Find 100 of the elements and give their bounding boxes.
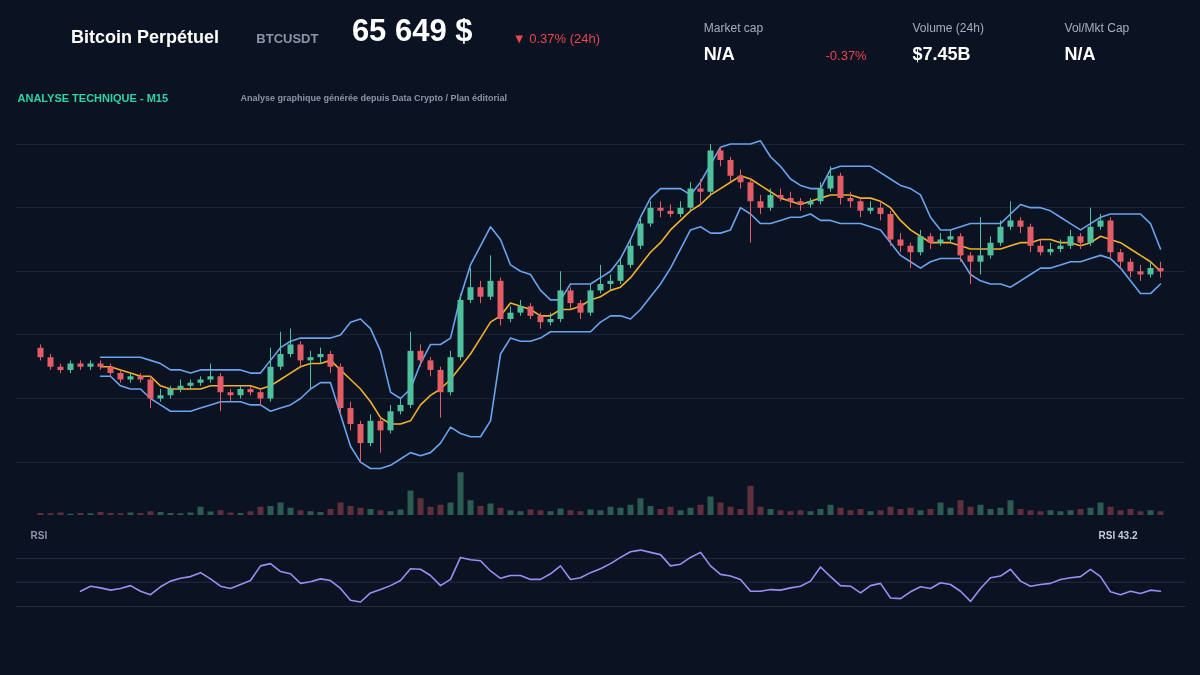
bar (57, 512, 64, 515)
bar (807, 511, 814, 515)
bar (397, 509, 404, 515)
bar (627, 504, 634, 515)
bar (437, 504, 444, 515)
bar (307, 511, 314, 515)
bar (737, 509, 744, 515)
bar (657, 509, 664, 515)
bar (837, 507, 844, 515)
bar (647, 505, 654, 515)
bar (37, 512, 44, 515)
bar (1127, 509, 1134, 515)
candlestick (997, 219, 1004, 247)
bar (667, 506, 674, 515)
candlestick (647, 200, 654, 228)
candlestick (717, 146, 724, 167)
bar (977, 504, 984, 515)
bar (217, 510, 224, 515)
bar (957, 500, 964, 515)
bar (367, 509, 374, 515)
bar (267, 505, 274, 515)
candlestick (277, 331, 284, 371)
bar (717, 502, 724, 515)
bar (757, 506, 764, 515)
candlestick (857, 197, 864, 218)
candlestick (387, 404, 394, 435)
bar (967, 506, 974, 515)
text: $7.45B (912, 43, 971, 64)
candlestick (747, 178, 754, 244)
bar (1067, 510, 1074, 515)
candlestick (837, 172, 844, 205)
bar (907, 507, 914, 515)
bar (457, 472, 464, 515)
candlestick (917, 229, 924, 256)
bar (1117, 510, 1124, 515)
candlestick (727, 156, 734, 183)
bar (867, 511, 874, 515)
bar (697, 504, 704, 515)
bar (997, 507, 1004, 515)
candlestick (577, 299, 584, 320)
bar (327, 509, 334, 515)
candlestick (347, 401, 354, 431)
candlestick (327, 350, 334, 374)
bar (947, 507, 954, 515)
bar (197, 506, 204, 515)
candlestick (1027, 223, 1034, 253)
candlestick (897, 232, 904, 253)
candlestick (977, 216, 984, 275)
bar (1037, 511, 1044, 515)
bar (607, 506, 614, 515)
bar (597, 510, 604, 515)
candlestick (597, 264, 604, 295)
candlestick (1087, 207, 1094, 247)
bar (467, 500, 474, 515)
bar (847, 510, 854, 515)
bar (447, 502, 454, 515)
candlestick (697, 178, 704, 205)
bar (577, 511, 584, 515)
bar (897, 509, 904, 515)
bar (877, 510, 884, 515)
candlestick (367, 413, 374, 447)
bar (727, 506, 734, 515)
bar (407, 490, 414, 515)
bar (887, 506, 894, 515)
candlestick (567, 286, 574, 310)
candlestick (637, 216, 644, 250)
candlestick (147, 375, 154, 409)
bar (917, 510, 924, 515)
text: Volume (24h) (912, 20, 984, 35)
candlestick (687, 181, 694, 212)
text: Vol/Mkt Cap (1064, 20, 1130, 35)
bar (1137, 511, 1144, 515)
candlestick (307, 350, 314, 390)
bar (687, 507, 694, 515)
bar (277, 502, 284, 515)
candlestick (967, 251, 974, 285)
candlestick (817, 181, 824, 205)
bar (617, 507, 624, 515)
candlestick (1007, 200, 1014, 231)
bar (567, 510, 574, 515)
candlestick (357, 420, 364, 463)
candlestick (767, 188, 774, 212)
bar (417, 498, 424, 515)
bar (377, 510, 384, 515)
bar (347, 505, 354, 515)
candlestick (957, 232, 964, 263)
bar (1017, 509, 1024, 515)
text: ▼ 0.37% (24h) (512, 31, 601, 46)
bar (537, 510, 544, 515)
candlestick (757, 194, 764, 215)
candlestick (1127, 258, 1134, 279)
text: N/A (703, 43, 735, 64)
bar (157, 512, 164, 515)
bar (857, 509, 864, 515)
bar (167, 512, 174, 515)
bar (1147, 510, 1154, 515)
candlestick (477, 280, 484, 304)
candlestick (377, 417, 384, 454)
bar (1087, 507, 1094, 515)
bar (797, 510, 804, 515)
